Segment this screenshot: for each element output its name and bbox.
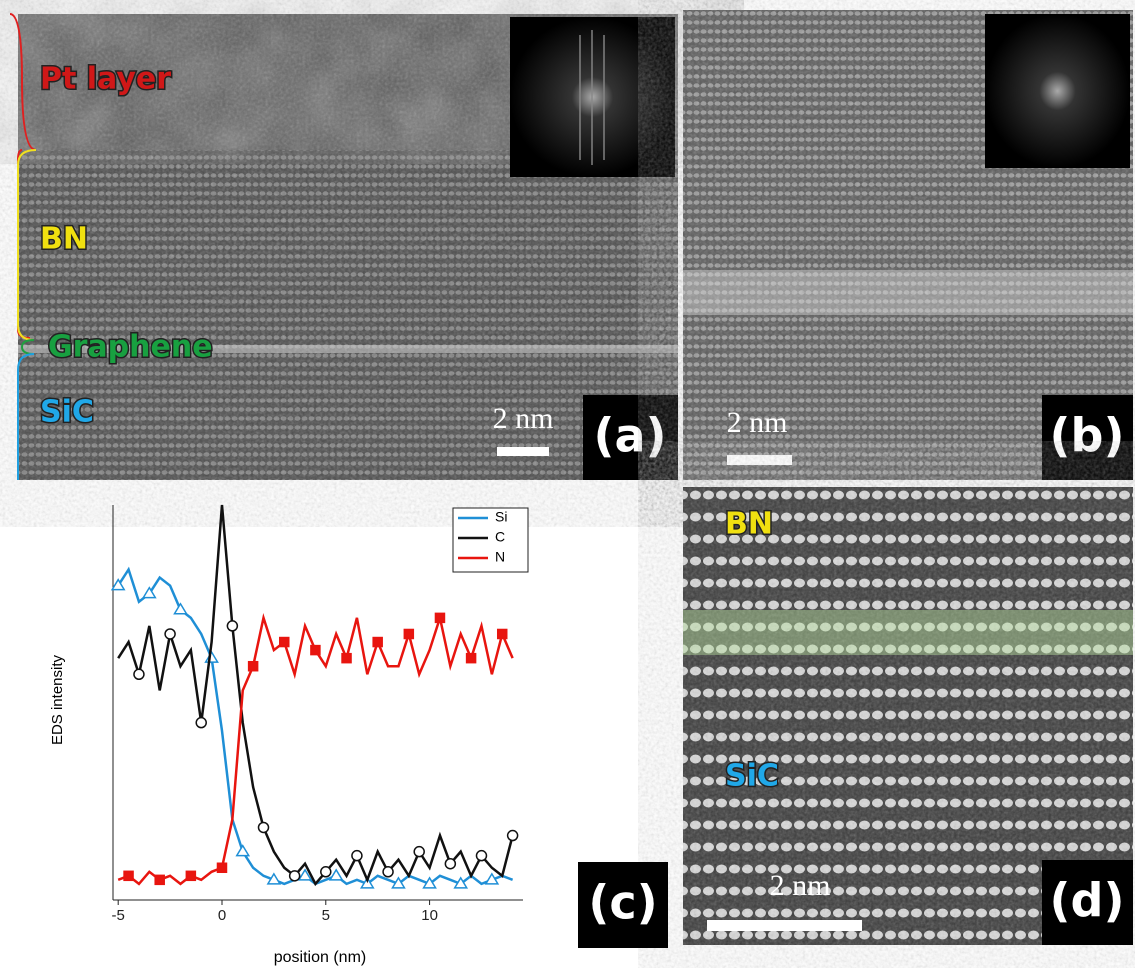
marker <box>351 849 363 862</box>
marker <box>475 849 488 862</box>
marker <box>465 652 477 664</box>
y-axis-label: EDS intensity <box>49 654 66 745</box>
legend-label: Si <box>495 509 507 525</box>
marker <box>173 602 188 615</box>
x-tick-label: -5 <box>112 907 125 924</box>
layer-label: Graphene <box>48 330 213 365</box>
scale-text: 2 nm <box>493 402 554 435</box>
marker <box>123 870 134 882</box>
panel-c: EDS intensity position (nm) (c) <box>49 505 668 966</box>
x-tick-label: 5 <box>322 907 330 924</box>
layer-label: BN <box>725 507 773 542</box>
marker <box>434 612 446 624</box>
panel-d: BN SiC 2 nm (d) <box>683 487 1133 945</box>
x-axis-label: position (nm) <box>274 949 366 966</box>
panel-label: (a) <box>593 409 666 463</box>
legend-label: C <box>495 529 505 545</box>
label-box <box>1042 395 1133 480</box>
scale-text: 2 nm <box>727 406 788 439</box>
x-tick-label: 0 <box>218 907 226 924</box>
label-box <box>583 395 678 480</box>
marker <box>453 876 469 889</box>
bracket <box>20 339 35 355</box>
scale-text: 2 nm <box>770 869 831 902</box>
bracket <box>17 149 37 341</box>
marker <box>288 870 301 882</box>
marker <box>279 636 290 648</box>
panel-b: 2 nm (b) <box>683 10 1133 480</box>
bracket <box>17 353 35 480</box>
marker <box>133 668 145 681</box>
marker <box>403 628 415 640</box>
layer-label: BN <box>40 222 88 257</box>
panel-label: (b) <box>1050 409 1125 463</box>
marker <box>257 821 270 834</box>
marker <box>226 620 239 632</box>
marker <box>391 876 406 889</box>
scale-bar <box>497 447 549 456</box>
marker <box>195 716 207 729</box>
fft-inset <box>985 14 1130 168</box>
marker <box>496 628 508 640</box>
marker <box>444 857 457 870</box>
scale-bar <box>707 920 862 931</box>
marker <box>422 876 437 889</box>
marker <box>266 872 282 885</box>
marker <box>310 644 321 656</box>
layer-label: Pt layer <box>40 62 171 97</box>
marker <box>320 866 332 878</box>
marker <box>154 874 165 886</box>
layer-label: SiC <box>725 759 779 794</box>
marker <box>382 866 394 878</box>
label-box <box>1042 860 1133 945</box>
marker <box>484 872 500 885</box>
marker <box>372 636 383 648</box>
fft-streaks <box>579 30 605 165</box>
scale-bar <box>727 455 792 465</box>
panel-a: Pt layer BN Graphene SiC 2 nm (a) <box>9 13 678 480</box>
legend-label: N <box>495 549 505 565</box>
marker <box>506 829 519 842</box>
layer-label: SiC <box>40 395 94 430</box>
label-box <box>578 862 668 948</box>
graphene-highlight <box>683 610 1133 655</box>
marker <box>413 845 425 858</box>
marker <box>185 870 197 882</box>
marker <box>328 868 344 881</box>
marker <box>297 868 313 881</box>
marker <box>247 660 259 672</box>
marker <box>204 650 219 663</box>
series-line <box>117 504 514 887</box>
marker <box>110 578 126 591</box>
marker <box>341 652 352 664</box>
marker <box>164 628 176 640</box>
x-tick-label: 10 <box>421 907 438 924</box>
panel-label: (c) <box>588 876 657 930</box>
panel-label: (d) <box>1050 874 1125 928</box>
marker <box>216 862 228 874</box>
series-line <box>117 566 514 886</box>
marker <box>142 586 157 599</box>
marker <box>235 844 251 857</box>
